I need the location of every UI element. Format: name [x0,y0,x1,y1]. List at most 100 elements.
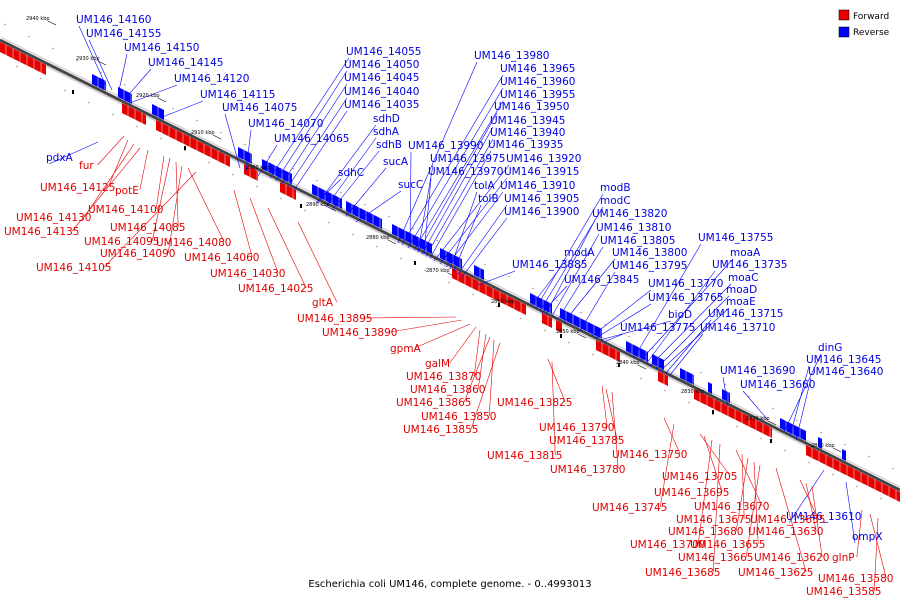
reverse-gene-label[interactable]: UM146_14035 [344,99,419,111]
forward-gene-label[interactable]: gpmA [390,343,422,355]
forward-gene-label[interactable]: UM146_14130 [16,212,91,224]
reverse-gene-label[interactable]: moaD [726,284,757,296]
reverse-gene-label[interactable]: sdhB [376,139,402,151]
reverse-gene-label[interactable]: modA [564,247,595,259]
reverse-gene-label[interactable]: UM146_13805 [600,235,675,247]
reverse-gene-label[interactable]: modC [600,195,631,207]
forward-gene-label[interactable]: UM146_13860 [410,384,485,396]
forward-gene-label[interactable]: galM [425,358,450,370]
reverse-gene-label[interactable]: UM146_14150 [124,42,199,54]
forward-gene-label[interactable]: UM146_13705 [662,471,737,483]
reverse-gene-label[interactable]: UM146_13645 [806,354,881,366]
reverse-gene-label[interactable]: UM146_13975 [430,153,505,165]
forward-gene-label[interactable]: UM146_14030 [210,268,285,280]
forward-gene-label[interactable]: UM146_13855 [403,424,478,436]
reverse-gene-label[interactable]: bioD [668,309,692,321]
reverse-gene-label[interactable]: UM146_14075 [222,102,297,114]
reverse-gene-label[interactable]: UM146_13660 [740,379,815,391]
reverse-gene-label[interactable]: UM146_13800 [612,247,687,259]
reverse-gene-label[interactable]: dinG [818,342,842,354]
forward-gene-label[interactable]: UM146_14125 [40,182,115,194]
forward-gene-label[interactable]: UM146_13825 [497,397,572,409]
forward-gene-label[interactable]: UM146_13620 [754,552,829,564]
reverse-gene-label[interactable]: sucA [383,156,409,168]
reverse-gene-label[interactable]: UM146_14160 [76,14,151,26]
reverse-gene-label[interactable]: UM146_13770 [648,278,723,290]
forward-gene-label[interactable]: UM146_13850 [421,411,496,423]
forward-gene-label[interactable]: UM146_13680 [668,526,743,538]
forward-gene-label[interactable]: UM146_13585 [806,586,881,598]
reverse-gene-label[interactable]: UM146_13920 [506,153,581,165]
reverse-gene-label[interactable]: sucC [398,179,423,191]
reverse-gene-label[interactable]: UM146_13955 [500,89,575,101]
forward-gene-label[interactable]: UM146_13655 [690,539,765,551]
reverse-gene-label[interactable]: UM146_13905 [504,193,579,205]
reverse-gene-label[interactable]: UM146_13610 [786,511,861,523]
reverse-gene-label[interactable]: moaE [726,296,756,308]
forward-gene-label[interactable]: UM146_13815 [487,450,562,462]
reverse-gene-label[interactable]: UM146_14155 [86,28,161,40]
reverse-gene-label[interactable]: UM146_14065 [274,133,349,145]
forward-gene-label[interactable]: UM146_13890 [322,327,397,339]
reverse-gene-label[interactable]: UM146_13960 [500,76,575,88]
reverse-gene-label[interactable]: UM146_13710 [700,322,775,334]
forward-gene-label[interactable]: UM146_13785 [549,435,624,447]
reverse-gene-label[interactable]: UM146_13820 [592,208,667,220]
forward-gene-label[interactable]: UM146_13630 [748,526,823,538]
forward-gene-label[interactable]: fur [79,160,94,172]
forward-gene-label[interactable]: UM146_13685 [645,567,720,579]
forward-gene-label[interactable]: UM146_13865 [396,397,471,409]
reverse-gene-label[interactable]: UM146_14145 [148,57,223,69]
forward-gene-label[interactable]: UM146_14100 [88,204,163,216]
forward-gene-label[interactable]: UM146_14105 [36,262,111,274]
reverse-gene-label[interactable]: UM146_13735 [712,259,787,271]
reverse-gene-label[interactable]: UM146_14040 [344,86,419,98]
forward-gene-label[interactable]: UM146_13870 [406,371,481,383]
forward-gene-label[interactable]: potE [115,185,139,197]
forward-gene-label[interactable]: UM146_13700 [630,539,705,551]
forward-gene-label[interactable]: UM146_14085 [110,222,185,234]
reverse-gene-label[interactable]: UM146_13885 [512,259,587,271]
forward-gene-label[interactable]: UM146_13635 [750,514,825,526]
reverse-gene-label[interactable]: UM146_13640 [808,366,883,378]
reverse-gene-label[interactable]: UM146_13970 [428,166,503,178]
reverse-gene-label[interactable]: UM146_13950 [494,101,569,113]
reverse-gene-label[interactable]: UM146_13900 [504,206,579,218]
reverse-gene-label[interactable]: sdhA [373,126,400,138]
forward-gene-label[interactable]: UM146_13675 [676,514,751,526]
reverse-gene-label[interactable]: UM146_13965 [500,63,575,75]
reverse-gene-label[interactable]: modB [600,182,631,194]
forward-gene-label[interactable]: UM146_14025 [238,283,313,295]
forward-gene-label[interactable]: UM146_14090 [100,248,175,260]
reverse-gene-label[interactable]: UM146_13990 [408,140,483,152]
reverse-gene-label[interactable]: UM146_14055 [346,46,421,58]
forward-gene-label[interactable]: UM146_13625 [738,567,813,579]
reverse-gene-label[interactable]: UM146_13940 [490,127,565,139]
forward-gene-label[interactable]: glnP [832,552,855,564]
reverse-gene-label[interactable]: UM146_13915 [504,166,579,178]
forward-gene-label[interactable]: UM146_14080 [156,237,231,249]
forward-gene-label[interactable]: UM146_14135 [4,226,79,238]
reverse-gene-label[interactable]: UM146_14115 [200,89,275,101]
forward-gene-label[interactable]: gltA [312,297,334,309]
reverse-gene-label[interactable]: UM146_13980 [474,50,549,62]
forward-gene-label[interactable]: UM146_13750 [612,449,687,461]
reverse-gene-label[interactable]: UM146_13690 [720,365,795,377]
reverse-gene-label[interactable]: sdhC [338,167,364,179]
reverse-gene-label[interactable]: tolA [474,180,495,192]
forward-gene-label[interactable]: UM146_13780 [550,464,625,476]
reverse-gene-label[interactable]: sdhD [373,113,400,125]
reverse-gene-label[interactable]: UM146_13910 [500,180,575,192]
reverse-gene-label[interactable]: UM146_14045 [344,72,419,84]
reverse-gene-label[interactable]: UM146_13765 [648,292,723,304]
reverse-gene-label[interactable]: UM146_13945 [490,115,565,127]
forward-gene-label[interactable]: UM146_13665 [678,552,753,564]
reverse-gene-label[interactable]: ompX [852,531,883,543]
forward-gene-label[interactable]: UM146_13580 [818,573,893,585]
reverse-gene-label[interactable]: UM146_14050 [344,59,419,71]
reverse-gene-label[interactable]: UM146_13935 [488,139,563,151]
reverse-gene-label[interactable]: UM146_13715 [708,308,783,320]
reverse-gene-label[interactable]: UM146_13775 [620,322,695,334]
reverse-gene-label[interactable]: UM146_13795 [612,260,687,272]
reverse-gene-label[interactable]: moaC [728,272,758,284]
